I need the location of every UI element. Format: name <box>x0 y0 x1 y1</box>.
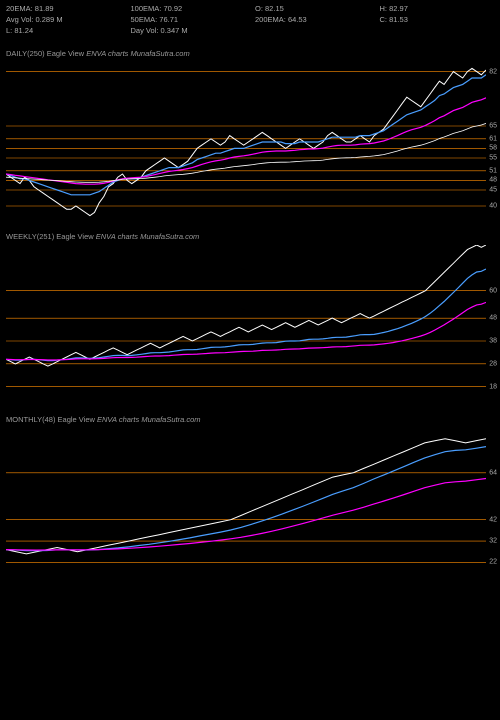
stats-header: 20EMA: 81.89 100EMA: 70.92 O: 82.15 H: 8… <box>0 0 500 39</box>
panel-title: MONTHLY(48) Eagle View ENVA charts Munaf… <box>6 415 500 424</box>
chart-area: 82 65 61 58 55 51 48 45 40 <box>6 62 500 222</box>
y-axis-label: 55 <box>488 155 498 162</box>
chart-area: 60 48 38 28 18 <box>6 245 500 405</box>
y-axis-label: 58 <box>488 145 498 152</box>
avgvol: Avg Vol: 0.289 M <box>6 15 121 24</box>
close: C: 81.53 <box>380 15 495 24</box>
y-axis-label: 48 <box>488 177 498 184</box>
y-axis-label: 60 <box>488 287 498 294</box>
chart-panel-2: MONTHLY(48) Eagle View ENVA charts Munaf… <box>0 415 500 588</box>
ema100: 100EMA: 70.92 <box>131 4 246 13</box>
y-axis-label: 40 <box>488 203 498 210</box>
chart-panel-0: DAILY(250) Eagle View ENVA charts Munafa… <box>0 49 500 222</box>
y-axis-label: 38 <box>488 338 498 345</box>
ema200: 200EMA: 64.53 <box>255 15 370 24</box>
y-axis-label: 61 <box>488 135 498 142</box>
y-axis-label: 42 <box>488 516 498 523</box>
y-axis-label: 51 <box>488 167 498 174</box>
y-axis-label: 18 <box>488 383 498 390</box>
y-axis-label: 22 <box>488 559 498 566</box>
panel-title: WEEKLY(251) Eagle View ENVA charts Munaf… <box>6 232 500 241</box>
low: L: 81.24 <box>6 26 121 35</box>
high: H: 82.97 <box>380 4 495 13</box>
ema50: 50EMA: 76.71 <box>131 15 246 24</box>
open: O: 82.15 <box>255 4 370 13</box>
y-axis-label: 48 <box>488 315 498 322</box>
y-axis-label: 32 <box>488 538 498 545</box>
y-axis-label: 45 <box>488 187 498 194</box>
chart-area: 64 42 32 22 <box>6 428 500 588</box>
y-axis-label: 64 <box>488 469 498 476</box>
dayvol: Day Vol: 0.347 M <box>131 26 246 35</box>
y-axis-label: 82 <box>488 68 498 75</box>
ema20: 20EMA: 81.89 <box>6 4 121 13</box>
panel-title: DAILY(250) Eagle View ENVA charts Munafa… <box>6 49 500 58</box>
y-axis-label: 28 <box>488 360 498 367</box>
y-axis-label: 65 <box>488 123 498 130</box>
chart-panel-1: WEEKLY(251) Eagle View ENVA charts Munaf… <box>0 232 500 405</box>
